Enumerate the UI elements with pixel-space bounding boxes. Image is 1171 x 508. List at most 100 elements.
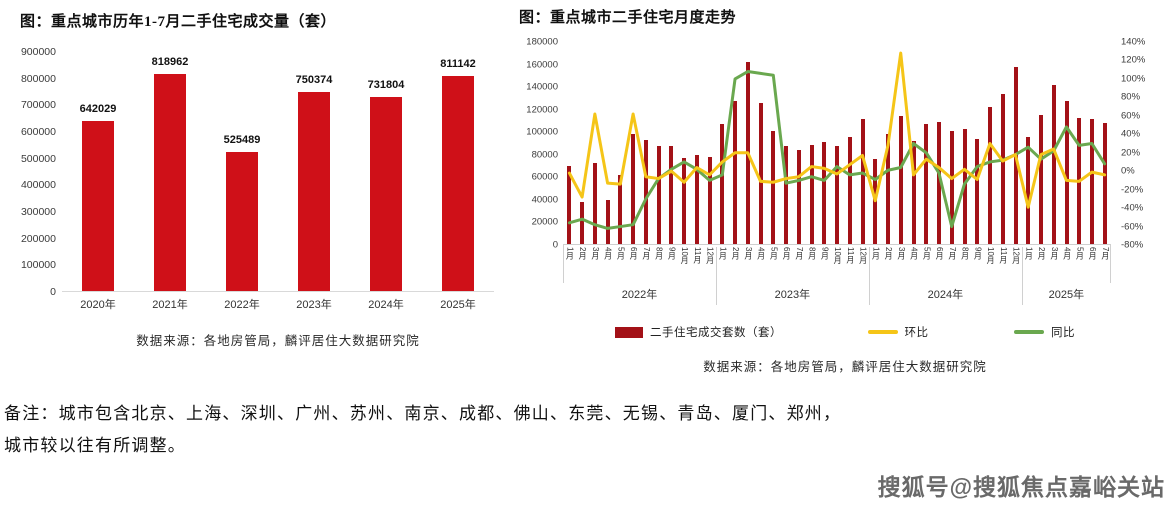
right-chart-y-tick: 160000 xyxy=(526,59,558,71)
right-chart-y2-tick: 140% xyxy=(1121,36,1146,48)
right-chart-bar xyxy=(1039,115,1044,245)
right-chart-year-label: 2025年 xyxy=(1021,247,1111,305)
right-chart-month-tick: 3月 xyxy=(895,247,908,281)
right-chart-bar xyxy=(898,116,903,245)
right-chart-bar-slot xyxy=(882,42,895,245)
right-chart-month-text: 8月 xyxy=(807,247,817,260)
legend-item[interactable]: 同比 xyxy=(1014,324,1075,340)
right-chart-month-text: 1月 xyxy=(871,247,881,260)
right-chart-bar xyxy=(886,134,891,245)
right-chart-month-tick: 7月 xyxy=(793,247,806,281)
right-chart-bar xyxy=(1090,118,1095,245)
right-chart-bar-slot xyxy=(652,42,665,245)
legend-label: 二手住宅成交套数（套） xyxy=(650,327,782,339)
left-chart-bar-value: 731804 xyxy=(367,78,405,91)
right-chart-month-text: 12月 xyxy=(858,247,868,264)
right-chart-month-tick: 4月 xyxy=(754,247,767,281)
right-chart-y2-tick: -60% xyxy=(1121,221,1144,233)
left-chart-bar xyxy=(81,120,114,292)
yoy-line xyxy=(567,70,1107,230)
right-chart-month-text: 2月 xyxy=(884,247,894,260)
legend-label: 同比 xyxy=(1051,327,1075,339)
right-chart-bar-slot xyxy=(984,42,997,245)
right-chart-month-tick: 7月 xyxy=(640,247,653,281)
right-chart-month-tick: 12月 xyxy=(1009,247,1022,281)
right-chart-month-tick: 3月 xyxy=(589,247,602,281)
right-chart-month-tick: 5月 xyxy=(920,247,933,281)
right-chart-month-tick: 10月 xyxy=(984,247,997,281)
right-chart-month-text: 5月 xyxy=(1075,247,1085,260)
right-chart-bar-slot xyxy=(920,42,933,245)
right-chart-lines xyxy=(567,51,1107,230)
right-chart-month-tick: 5月 xyxy=(1073,247,1086,281)
right-chart-source: 数据来源：各地房管局，麟评居住大数据研究院 xyxy=(703,360,987,374)
right-chart-month-tick: 4月 xyxy=(907,247,920,281)
left-chart-bar-group: 642029 xyxy=(62,52,134,292)
left-chart-y-tick: 400000 xyxy=(20,179,56,192)
right-chart-month-tick: 2月 xyxy=(1035,247,1048,281)
right-chart-month-text: 9月 xyxy=(820,247,830,260)
right-chart-month-text: 4月 xyxy=(1062,247,1072,260)
right-chart-bar-slot xyxy=(1086,42,1099,245)
right-chart-y2-tick: 60% xyxy=(1121,110,1141,122)
right-chart-bar xyxy=(656,145,661,245)
right-chart-y-tick: 100000 xyxy=(526,126,558,138)
right-chart-month-tick: 4月 xyxy=(1060,247,1073,281)
right-chart-month-tick: 4月 xyxy=(601,247,614,281)
right-chart-y-tick: 0 xyxy=(552,239,558,251)
right-chart-bar xyxy=(809,144,814,245)
right-chart-tick-row xyxy=(563,245,1111,283)
right-chart-bar-slot xyxy=(601,42,614,245)
left-chart-x-labels: 2020年 2021年 2022年 2023年 2024年 2025年 xyxy=(62,296,494,312)
left-chart-plot: 0 100000 200000 300000 400000 500000 600000 700… xyxy=(21,46,494,298)
legend-item[interactable]: 二手住宅成交套数（套） xyxy=(615,324,782,340)
right-chart-month-tick: 2月 xyxy=(882,247,895,281)
left-chart-x-tick: 2025年 xyxy=(440,299,476,311)
right-chart-month-tick: 3月 xyxy=(1048,247,1061,281)
right-chart-month-text: 7月 xyxy=(794,247,804,260)
right-chart-bar-slot xyxy=(933,42,946,245)
legend-item[interactable]: 环比 xyxy=(867,324,929,340)
right-chart-y-tick: 40000 xyxy=(531,194,558,206)
right-chart-month-tick: 11月 xyxy=(844,247,857,281)
right-chart-bar xyxy=(1064,100,1069,245)
left-chart-bar xyxy=(225,151,258,292)
left-chart-bar-value: 642029 xyxy=(79,102,117,115)
right-chart-month-text: 6月 xyxy=(1088,247,1098,260)
right-chart-month-text: 10月 xyxy=(986,247,996,264)
right-chart-bar-slot xyxy=(729,42,742,245)
right-chart-bar-slot xyxy=(1035,42,1048,245)
right-chart-bar xyxy=(758,102,763,245)
right-chart-bar-slot xyxy=(754,42,767,245)
right-chart-bar-slot xyxy=(640,42,653,245)
right-chart-bar-slot xyxy=(614,42,627,245)
right-chart-month-text: 11月 xyxy=(998,247,1008,264)
left-chart-y-tick: 500000 xyxy=(20,152,56,165)
right-chart-bar xyxy=(1026,136,1031,245)
right-chart-month-tick: 10月 xyxy=(831,247,844,281)
right-chart-month-text: 1月 xyxy=(565,247,575,260)
right-chart-month-text: 3月 xyxy=(743,247,753,260)
footer-note-line-1: 备注：城市包含北京、上海、深圳、广州、苏州、南京、成都、佛山、东莞、无锡、青岛、… xyxy=(4,404,842,423)
right-chart-bar-slot xyxy=(627,42,640,245)
right-chart-y-tick: 20000 xyxy=(531,216,558,228)
right-chart-month-text: 5月 xyxy=(769,247,779,260)
right-chart-month-tick: 7月 xyxy=(1099,247,1112,281)
right-chart-month-text: 7月 xyxy=(1100,247,1110,260)
right-chart-bars xyxy=(563,42,1111,245)
legend-swatch-bar xyxy=(615,326,643,338)
right-chart-month-text: 4月 xyxy=(756,247,766,260)
right-chart-title: 图：重点城市二手住宅月度走势 xyxy=(519,10,737,26)
right-chart-month-tick: 6月 xyxy=(780,247,793,281)
right-chart-month-text: 12月 xyxy=(1011,247,1021,264)
right-chart-bar-slot xyxy=(1060,42,1073,245)
right-chart-month-tick: 11月 xyxy=(997,247,1010,281)
right-chart-year-label: 2024年 xyxy=(868,247,1022,305)
right-chart-month-text: 1月 xyxy=(718,247,728,260)
right-chart-bar-slot xyxy=(1048,42,1061,245)
right-chart-bar xyxy=(618,175,623,245)
right-chart-month-tick: 6月 xyxy=(1086,247,1099,281)
right-chart-bar xyxy=(1102,123,1107,245)
right-chart-bar xyxy=(631,134,636,245)
right-chart-bar-slot xyxy=(907,42,920,245)
